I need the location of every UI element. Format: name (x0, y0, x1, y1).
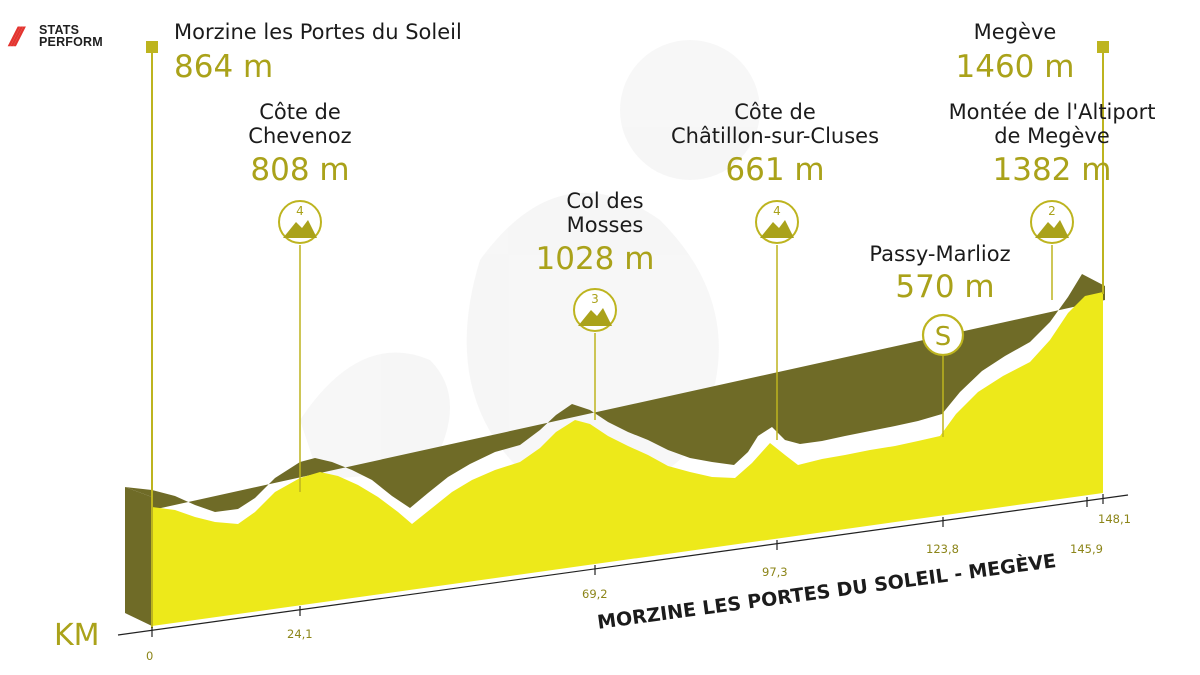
svg-text:4: 4 (773, 204, 781, 218)
altiport-name-line2: de Megève (994, 124, 1110, 148)
badge-chevenoz: 4 (278, 200, 322, 244)
chatillon-name: Côte de Châtillon-sur-Cluses (640, 100, 910, 148)
profile-ridge (125, 274, 1105, 512)
chevenoz-name-line2: Chevenoz (248, 124, 352, 148)
start-altitude: 864 m (174, 49, 274, 85)
finish-name: Megève (973, 20, 1057, 44)
logo-mark-icon: /// (10, 22, 24, 50)
badge-mosses: 3 (573, 288, 617, 332)
axis-label-km: KM (54, 618, 100, 653)
badge-altiport: 2 (1030, 200, 1074, 244)
km-label-123: 123,8 (926, 542, 959, 556)
logo-text-line1: STATS (39, 23, 80, 37)
svg-text:2: 2 (1048, 204, 1056, 218)
start-marker (146, 41, 158, 53)
svg-text:3: 3 (591, 292, 599, 306)
profile-side (125, 487, 152, 626)
passy-altitude: 570 m (895, 269, 995, 305)
chatillon-altitude: 661 m (725, 152, 825, 188)
profile-area (152, 292, 1103, 626)
km-label-24: 24,1 (287, 627, 313, 641)
mosses-altitude: 1028 m (535, 241, 655, 277)
altiport-altitude: 1382 m (992, 152, 1112, 188)
chevenoz-name: Côte de Chevenoz (210, 100, 390, 148)
altiport-name-line1: Montée de l'Altiport (948, 100, 1156, 124)
finish-marker (1097, 41, 1109, 53)
stats-perform-logo: /// STATS PERFORM (10, 22, 103, 50)
badge-sprint: S (921, 313, 965, 357)
altiport-name: Montée de l'Altiport de Megève (912, 100, 1192, 148)
km-label-148: 148,1 (1098, 512, 1131, 526)
km-label-145: 145,9 (1070, 542, 1103, 556)
km-ticks (151, 494, 1104, 637)
chevenoz-altitude: 808 m (250, 152, 350, 188)
mosses-name: Col des Mosses (515, 189, 695, 237)
mosses-name-line2: Mosses (566, 213, 644, 237)
svg-text:4: 4 (296, 204, 304, 218)
mosses-name-line1: Col des (566, 189, 644, 213)
finish-altitude: 1460 m (955, 49, 1075, 85)
badge-chatillon: 4 (755, 200, 799, 244)
chevenoz-name-line1: Côte de (259, 100, 341, 124)
svg-text:S: S (935, 322, 952, 352)
km-label-69: 69,2 (582, 587, 608, 601)
chatillon-name-line1: Côte de (734, 100, 816, 124)
chatillon-name-line2: Châtillon-sur-Cluses (670, 124, 880, 148)
baseline (117, 494, 1129, 636)
logo-text-line2: PERFORM (39, 35, 103, 49)
km-label-0: 0 (146, 649, 153, 663)
km-label-97: 97,3 (762, 565, 788, 579)
start-name: Morzine les Portes du Soleil (174, 20, 462, 44)
passy-name: Passy-Marlioz (869, 242, 1011, 266)
